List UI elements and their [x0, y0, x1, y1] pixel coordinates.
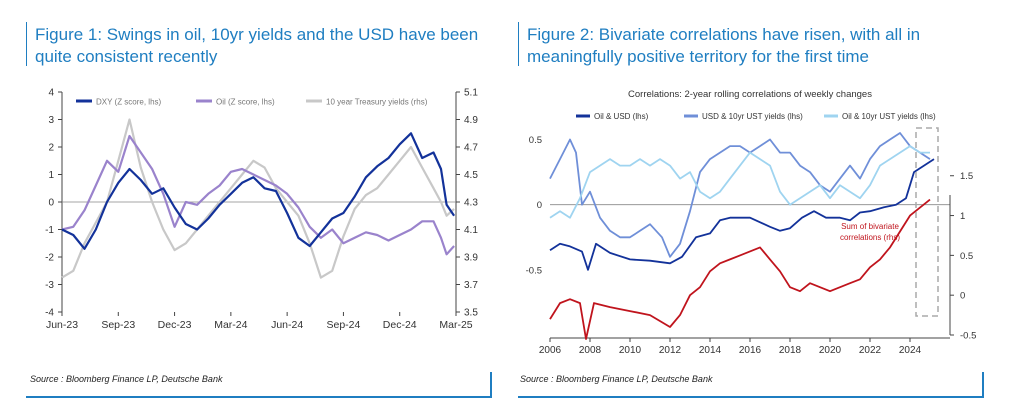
right-tick-label: 5.1: [464, 88, 478, 99]
x-tick-label: 2014: [699, 345, 722, 356]
x-tick-label: 2018: [779, 345, 802, 356]
series-line-usd-10yr-ust-yields-lhs: [549, 132, 931, 258]
legend-label: Oil & USD (lhs): [594, 112, 649, 121]
figure-2-title: Figure 2: Bivariate correlations have ri…: [527, 25, 921, 66]
x-tick-label: 2024: [899, 345, 922, 356]
right-tick-label: 0.5: [960, 251, 973, 262]
right-tick-label: 1.5: [960, 171, 973, 182]
right-tick-label: -0.5: [960, 331, 976, 342]
right-tick-label: 1: [960, 211, 965, 222]
legend-label: USD & 10yr UST yields (lhs): [702, 112, 803, 121]
figure-2-source: Source : Bloomberg Finance LP, Deutsche …: [520, 374, 713, 384]
left-tick-label: -1: [45, 225, 54, 236]
right-tick-label: 4.1: [464, 225, 478, 236]
series-line-sum-of-bivariate-correlations-rhs: [549, 198, 931, 340]
series-line-dxy-z-score-lhs: [61, 132, 456, 250]
x-tick-label: 2012: [659, 345, 682, 356]
chart-2-title: Correlations: 2-year rolling correlation…: [628, 89, 872, 100]
x-tick-label: 2010: [619, 345, 642, 356]
x-tick-label: 2008: [579, 345, 602, 356]
series-line-oil-z-score-lhs: [61, 134, 455, 256]
left-tick-label: -0.5: [526, 265, 542, 276]
left-tick-label: -3: [45, 280, 54, 291]
figure-2-chart: Correlations: 2-year rolling correlation…: [526, 89, 977, 356]
right-tick-label: 4.9: [464, 115, 478, 126]
legend-label: 10 year Treasury yields (rhs): [326, 98, 428, 107]
right-tick-label: 0: [960, 291, 965, 302]
right-tick-label: 4.5: [464, 170, 478, 181]
right-tick-label: 3.9: [464, 253, 478, 264]
left-tick-label: 0: [48, 198, 54, 209]
series-line-oil-10yr-ust-yields-lhs: [549, 145, 930, 219]
figure-1-bottom-rule: [26, 396, 492, 398]
x-tick-label: 2016: [739, 345, 762, 356]
legend-label: Oil & 10yr UST yields (lhs): [842, 112, 936, 121]
right-tick-label: 4.3: [464, 198, 478, 209]
figure-1-divider: [490, 372, 492, 396]
left-tick-label: 4: [48, 88, 54, 99]
annotation-line-1: Sum of bivariate: [841, 222, 899, 231]
left-tick-label: 0.5: [529, 135, 542, 146]
legend-label: Oil (Z score, lhs): [216, 98, 275, 107]
x-tick-label: Jun-23: [46, 319, 78, 331]
right-tick-label: 4.7: [464, 143, 478, 154]
figure-2-divider: [982, 372, 984, 396]
figure-1-chart: 4 3 2 1 0 -1 -2 -3 -4 5.1 4.9 4.7 4.5 4.3 4.1 3.9 3.7 3.5…: [45, 88, 478, 332]
left-tick-label: 2: [48, 143, 54, 154]
x-tick-label: Jun-24: [271, 319, 303, 331]
right-tick-label: 3.5: [464, 308, 478, 319]
figure-2-bottom-rule: [518, 396, 984, 398]
figure-1-title: Figure 1: Swings in oil, 10yr yields and…: [35, 25, 479, 66]
right-tick-label: 3.7: [464, 280, 478, 291]
left-tick-label: -4: [45, 308, 54, 319]
x-tick-label: 2006: [539, 345, 562, 356]
series-line-10-year-treasury-yields-rhs: [61, 118, 455, 279]
x-tick-label: Dec-23: [158, 319, 192, 331]
left-tick-label: -2: [45, 253, 54, 264]
figure-1-panel: Figure 1: Swings in oil, 10yr yields and…: [26, 22, 492, 398]
x-tick-label: Dec-24: [383, 319, 417, 331]
figure-2-panel: Figure 2: Bivariate correlations have ri…: [512, 0, 1024, 411]
x-tick-label: 2022: [859, 345, 882, 356]
left-tick-label: 3: [48, 115, 54, 126]
figure-1-title-box: Figure 1: Swings in oil, 10yr yields and…: [26, 22, 487, 66]
left-tick-label: 1: [48, 170, 54, 181]
series-line-oil-usd-lhs: [549, 158, 935, 271]
x-tick-label: Sep-23: [101, 319, 135, 331]
figure-2-title-box: Figure 2: Bivariate correlations have ri…: [518, 22, 979, 66]
x-tick-label: Sep-24: [326, 319, 360, 331]
highlight-box: [915, 127, 939, 317]
x-tick-label: Mar-25: [439, 319, 472, 331]
left-tick-label: 0: [537, 200, 542, 211]
x-tick-label: 2020: [819, 345, 842, 356]
figure-1-source: Source : Bloomberg Finance LP, Deutsche …: [30, 374, 223, 384]
legend-label: DXY (Z score, lhs): [96, 98, 162, 107]
x-tick-label: Mar-24: [214, 319, 247, 331]
annotation-line-2: correlations (rhs): [840, 233, 900, 242]
